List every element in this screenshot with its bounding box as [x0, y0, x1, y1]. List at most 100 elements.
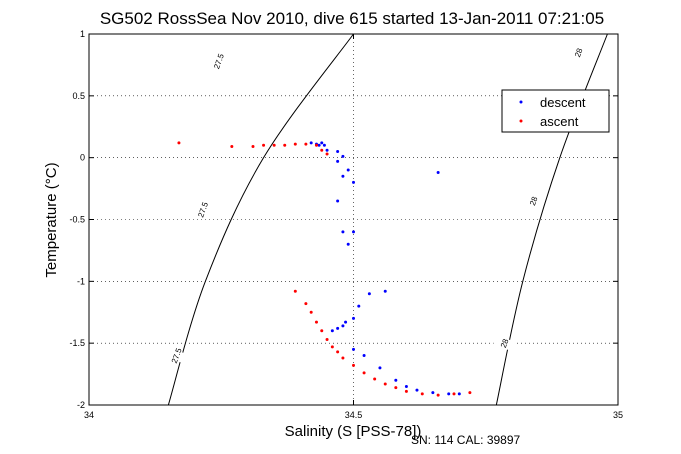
descent-point	[378, 366, 382, 370]
descent-point	[457, 392, 461, 396]
y-tick-label: -1.5	[69, 338, 85, 348]
descent-point	[367, 292, 371, 296]
descent-point	[415, 388, 419, 392]
ascent-point	[352, 363, 355, 367]
descent-point	[436, 171, 440, 175]
ascent-point	[262, 143, 266, 147]
ascent-point	[314, 320, 318, 324]
contour-label-mask	[522, 192, 545, 210]
descent-point	[341, 324, 345, 328]
legend: descent ascent	[501, 89, 610, 133]
x-tick-label: 35	[613, 410, 623, 420]
ascent-point	[325, 337, 329, 341]
descent-point	[394, 378, 398, 382]
descent-point	[336, 326, 340, 330]
descent-point	[341, 174, 345, 178]
descent-point	[352, 180, 355, 184]
descent-point	[341, 154, 345, 158]
descent-point	[352, 347, 355, 351]
ascent-point	[325, 152, 329, 156]
descent-point	[447, 392, 451, 396]
y-tick-label: 0.5	[72, 91, 85, 101]
density-contour-0	[167, 33, 354, 406]
descent-point	[320, 141, 324, 145]
ascent-point	[293, 289, 297, 293]
axis-ticks: 34 34.5 35 -2 -1.5 -1 -0.5 0 0.5 1	[69, 29, 623, 420]
ascent-point	[320, 329, 324, 333]
ascent-point	[468, 391, 472, 395]
series-ascent	[177, 141, 472, 397]
descent-point	[404, 384, 408, 388]
contour-label-mask	[207, 53, 230, 70]
descent-point	[357, 304, 361, 308]
legend-label-descent: descent	[540, 95, 586, 110]
y-tick-label: 0	[80, 153, 85, 163]
ascent-point	[304, 142, 308, 146]
ascent-point	[336, 350, 340, 354]
contour-label-mask	[493, 335, 516, 352]
ascent-point	[394, 386, 398, 390]
ascent-point	[383, 382, 387, 386]
descent-point	[322, 143, 326, 147]
y-axis-label: Temperature (°C)	[43, 162, 60, 277]
ascent-point	[373, 377, 377, 381]
descent-point	[336, 149, 340, 153]
descent-point	[346, 242, 350, 246]
ascent-point	[230, 145, 234, 149]
descent-point	[344, 320, 348, 324]
contour-label: 28	[528, 195, 540, 207]
y-tick-label: 1	[80, 29, 85, 39]
descent-point	[330, 329, 334, 333]
ascent-point	[251, 145, 255, 149]
x-axis-label: Salinity (S [PSS-78])	[285, 423, 422, 440]
contour-label-mask	[191, 201, 214, 218]
data-series	[177, 141, 472, 397]
ascent-point	[452, 392, 456, 396]
descent-point	[346, 168, 350, 172]
y-tick-label: -1	[77, 276, 85, 286]
legend-marker-ascent	[519, 119, 523, 123]
y-tick-label: -2	[77, 400, 85, 410]
ascent-point	[362, 371, 366, 375]
descent-point	[317, 143, 321, 147]
contour-label-mask	[567, 44, 590, 61]
contour-label: 28	[499, 337, 511, 349]
descent-point	[383, 289, 387, 293]
descent-point	[362, 354, 366, 358]
contour-label: 28	[573, 46, 585, 58]
ascent-point	[272, 143, 276, 147]
legend-box	[501, 89, 610, 133]
footer-serial: SN: 114 CAL: 39897	[411, 433, 521, 447]
ascent-point	[320, 148, 324, 152]
descent-point	[352, 230, 355, 234]
ascent-point	[177, 141, 181, 145]
descent-point	[336, 199, 340, 203]
ascent-point	[436, 393, 440, 397]
y-tick-label: -0.5	[69, 215, 85, 225]
descent-point	[341, 230, 345, 234]
ascent-point	[404, 389, 408, 393]
ascent-point	[330, 345, 334, 349]
ascent-point	[341, 356, 345, 360]
legend-marker-descent	[519, 100, 523, 104]
descent-point	[325, 148, 329, 152]
descent-point	[431, 391, 435, 395]
ascent-point	[293, 142, 297, 146]
descent-point	[336, 159, 340, 163]
ascent-point	[314, 143, 318, 147]
descent-point	[309, 141, 313, 145]
ascent-point	[304, 302, 308, 306]
descent-point	[352, 316, 355, 320]
series-descent	[309, 141, 461, 396]
ascent-point	[420, 392, 424, 396]
legend-label-ascent: ascent	[540, 114, 579, 129]
contour-label-mask	[165, 347, 188, 364]
x-tick-label: 34.5	[345, 410, 363, 420]
ascent-point	[283, 143, 287, 147]
density-contour-1	[495, 33, 608, 406]
ascent-point	[309, 310, 313, 314]
x-tick-label: 34	[84, 410, 94, 420]
chart-title: SG502 RossSea Nov 2010, dive 615 started…	[100, 9, 604, 28]
